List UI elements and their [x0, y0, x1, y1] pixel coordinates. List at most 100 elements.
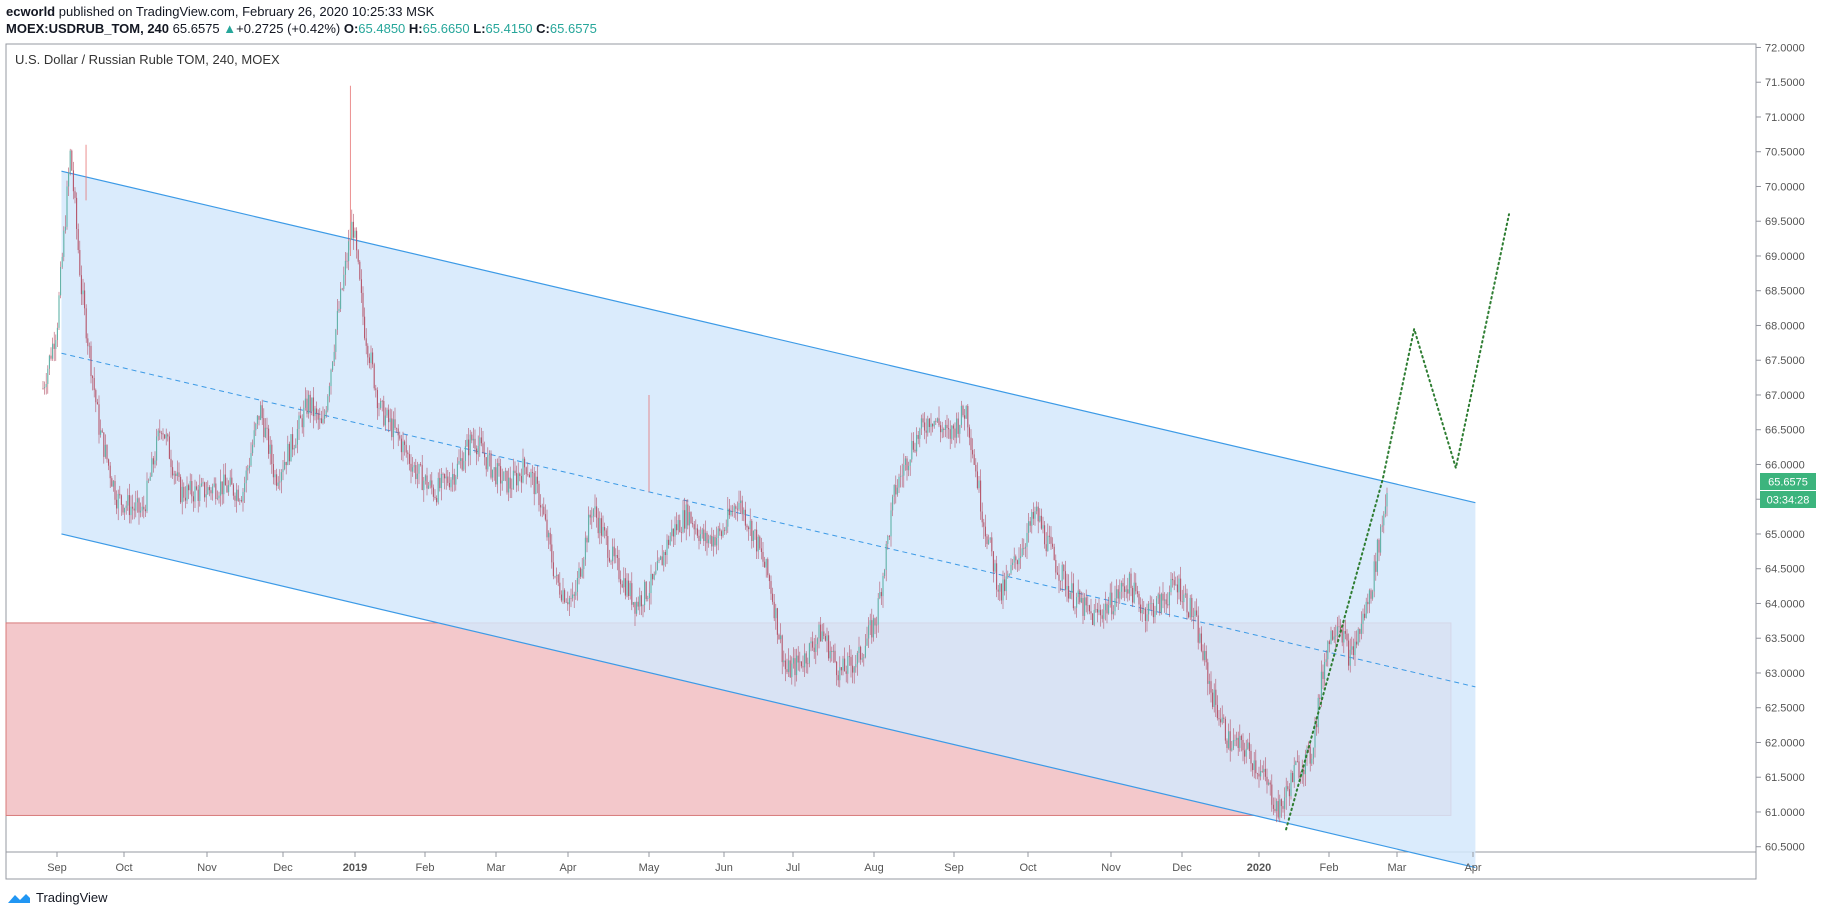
candle-body [301, 418, 303, 428]
candle-body [1208, 681, 1210, 684]
candle-body [152, 458, 154, 465]
candle-body [77, 229, 79, 251]
candle-body [1256, 773, 1258, 774]
candle-body [596, 506, 598, 518]
projection-path[interactable] [1285, 213, 1510, 831]
candle-body [391, 418, 393, 438]
candle-body [274, 474, 276, 478]
candle-body [864, 645, 866, 658]
candle-body [1213, 689, 1215, 707]
candle-body [676, 524, 678, 531]
candle-body [861, 658, 863, 660]
candle-body [346, 260, 348, 262]
candle-body [1175, 584, 1177, 586]
candle-body [1263, 768, 1265, 772]
candle-body [973, 454, 975, 465]
candle-body [541, 506, 543, 508]
candle-body [244, 483, 246, 492]
candle-body [124, 507, 126, 513]
candle-body [908, 465, 910, 471]
candle-body [495, 467, 497, 485]
candle-body [418, 464, 420, 474]
candle-body [144, 509, 146, 512]
candle-body [1044, 525, 1046, 545]
candle-body [455, 476, 457, 485]
candle-body [1372, 591, 1374, 599]
tradingview-logo[interactable]: TradingView [6, 890, 108, 905]
candle-body [72, 170, 74, 192]
close-label: C: [536, 21, 550, 36]
candle-body [532, 472, 534, 473]
y-tick-label: 66.5000 [1765, 425, 1805, 437]
candle-body [82, 290, 84, 295]
candle-body [189, 481, 191, 491]
candle-body [856, 652, 858, 665]
candle-body [968, 427, 970, 438]
candle-body [632, 602, 634, 605]
candle-body [812, 641, 814, 648]
candle-body [1100, 609, 1102, 616]
candle-body [1338, 626, 1340, 628]
candle-body [1018, 558, 1020, 565]
candle-body [538, 483, 540, 506]
price-axis[interactable]: 72.0000 71.5000 71.0000 70.5000 70.0000 69.50… [1756, 42, 1805, 854]
candle-body [576, 577, 578, 592]
candle-body [874, 618, 876, 626]
candle-body [509, 477, 511, 489]
candle-body [1282, 806, 1284, 809]
projection-line [1285, 213, 1510, 831]
candle-body [224, 474, 226, 486]
candle-body [276, 474, 278, 486]
candle-body [1124, 586, 1126, 592]
candle-body [1202, 650, 1204, 660]
candle-body [93, 377, 95, 391]
candle-body [188, 485, 190, 491]
candle-body [400, 438, 402, 453]
candle-body [631, 583, 633, 605]
candle-body [53, 343, 55, 349]
x-tick-label: Feb [1320, 862, 1339, 874]
candle-body [687, 504, 689, 526]
candle-body [1192, 616, 1194, 618]
candle-body [853, 667, 855, 673]
candle-body [1048, 535, 1050, 537]
candle-body [64, 226, 66, 231]
y-tick-label: 67.0000 [1765, 390, 1805, 402]
trend-channel[interactable] [61, 170, 1476, 869]
time-axis[interactable]: Sep Oct Nov Dec 2019 Feb Mar Apr May Jun Jul Aug Sep… [47, 852, 1482, 874]
candle-body [1242, 740, 1244, 751]
candle-body [744, 509, 746, 526]
candle-body [351, 221, 353, 240]
candle-body [1064, 571, 1066, 590]
candle-body [1104, 603, 1106, 611]
candle-body [1215, 689, 1217, 705]
author-name[interactable]: ecworld [6, 4, 56, 19]
candle-body [1068, 585, 1070, 599]
candle-body [1008, 573, 1010, 575]
candle-body [959, 424, 961, 434]
candle-body [844, 658, 846, 672]
candle-body [372, 352, 374, 365]
candle-body [1373, 561, 1375, 592]
candle-body [834, 650, 836, 662]
candle-body [239, 500, 241, 501]
candle-body [589, 514, 591, 518]
candle-body [826, 635, 828, 641]
candle-body [772, 593, 774, 602]
candle-body [218, 495, 220, 499]
candle-body [1152, 603, 1154, 618]
candle-body [708, 539, 710, 544]
candle-body [1319, 697, 1321, 699]
candle-body [522, 458, 524, 483]
candle-body [1136, 591, 1138, 594]
candle-body [1210, 681, 1212, 693]
candle-body [140, 510, 142, 513]
candle-body [1245, 748, 1247, 757]
candle-body [928, 418, 930, 427]
candle-body [52, 343, 54, 359]
candle-body [639, 595, 641, 607]
candle-body [1077, 590, 1079, 598]
candle-body [1132, 588, 1134, 603]
